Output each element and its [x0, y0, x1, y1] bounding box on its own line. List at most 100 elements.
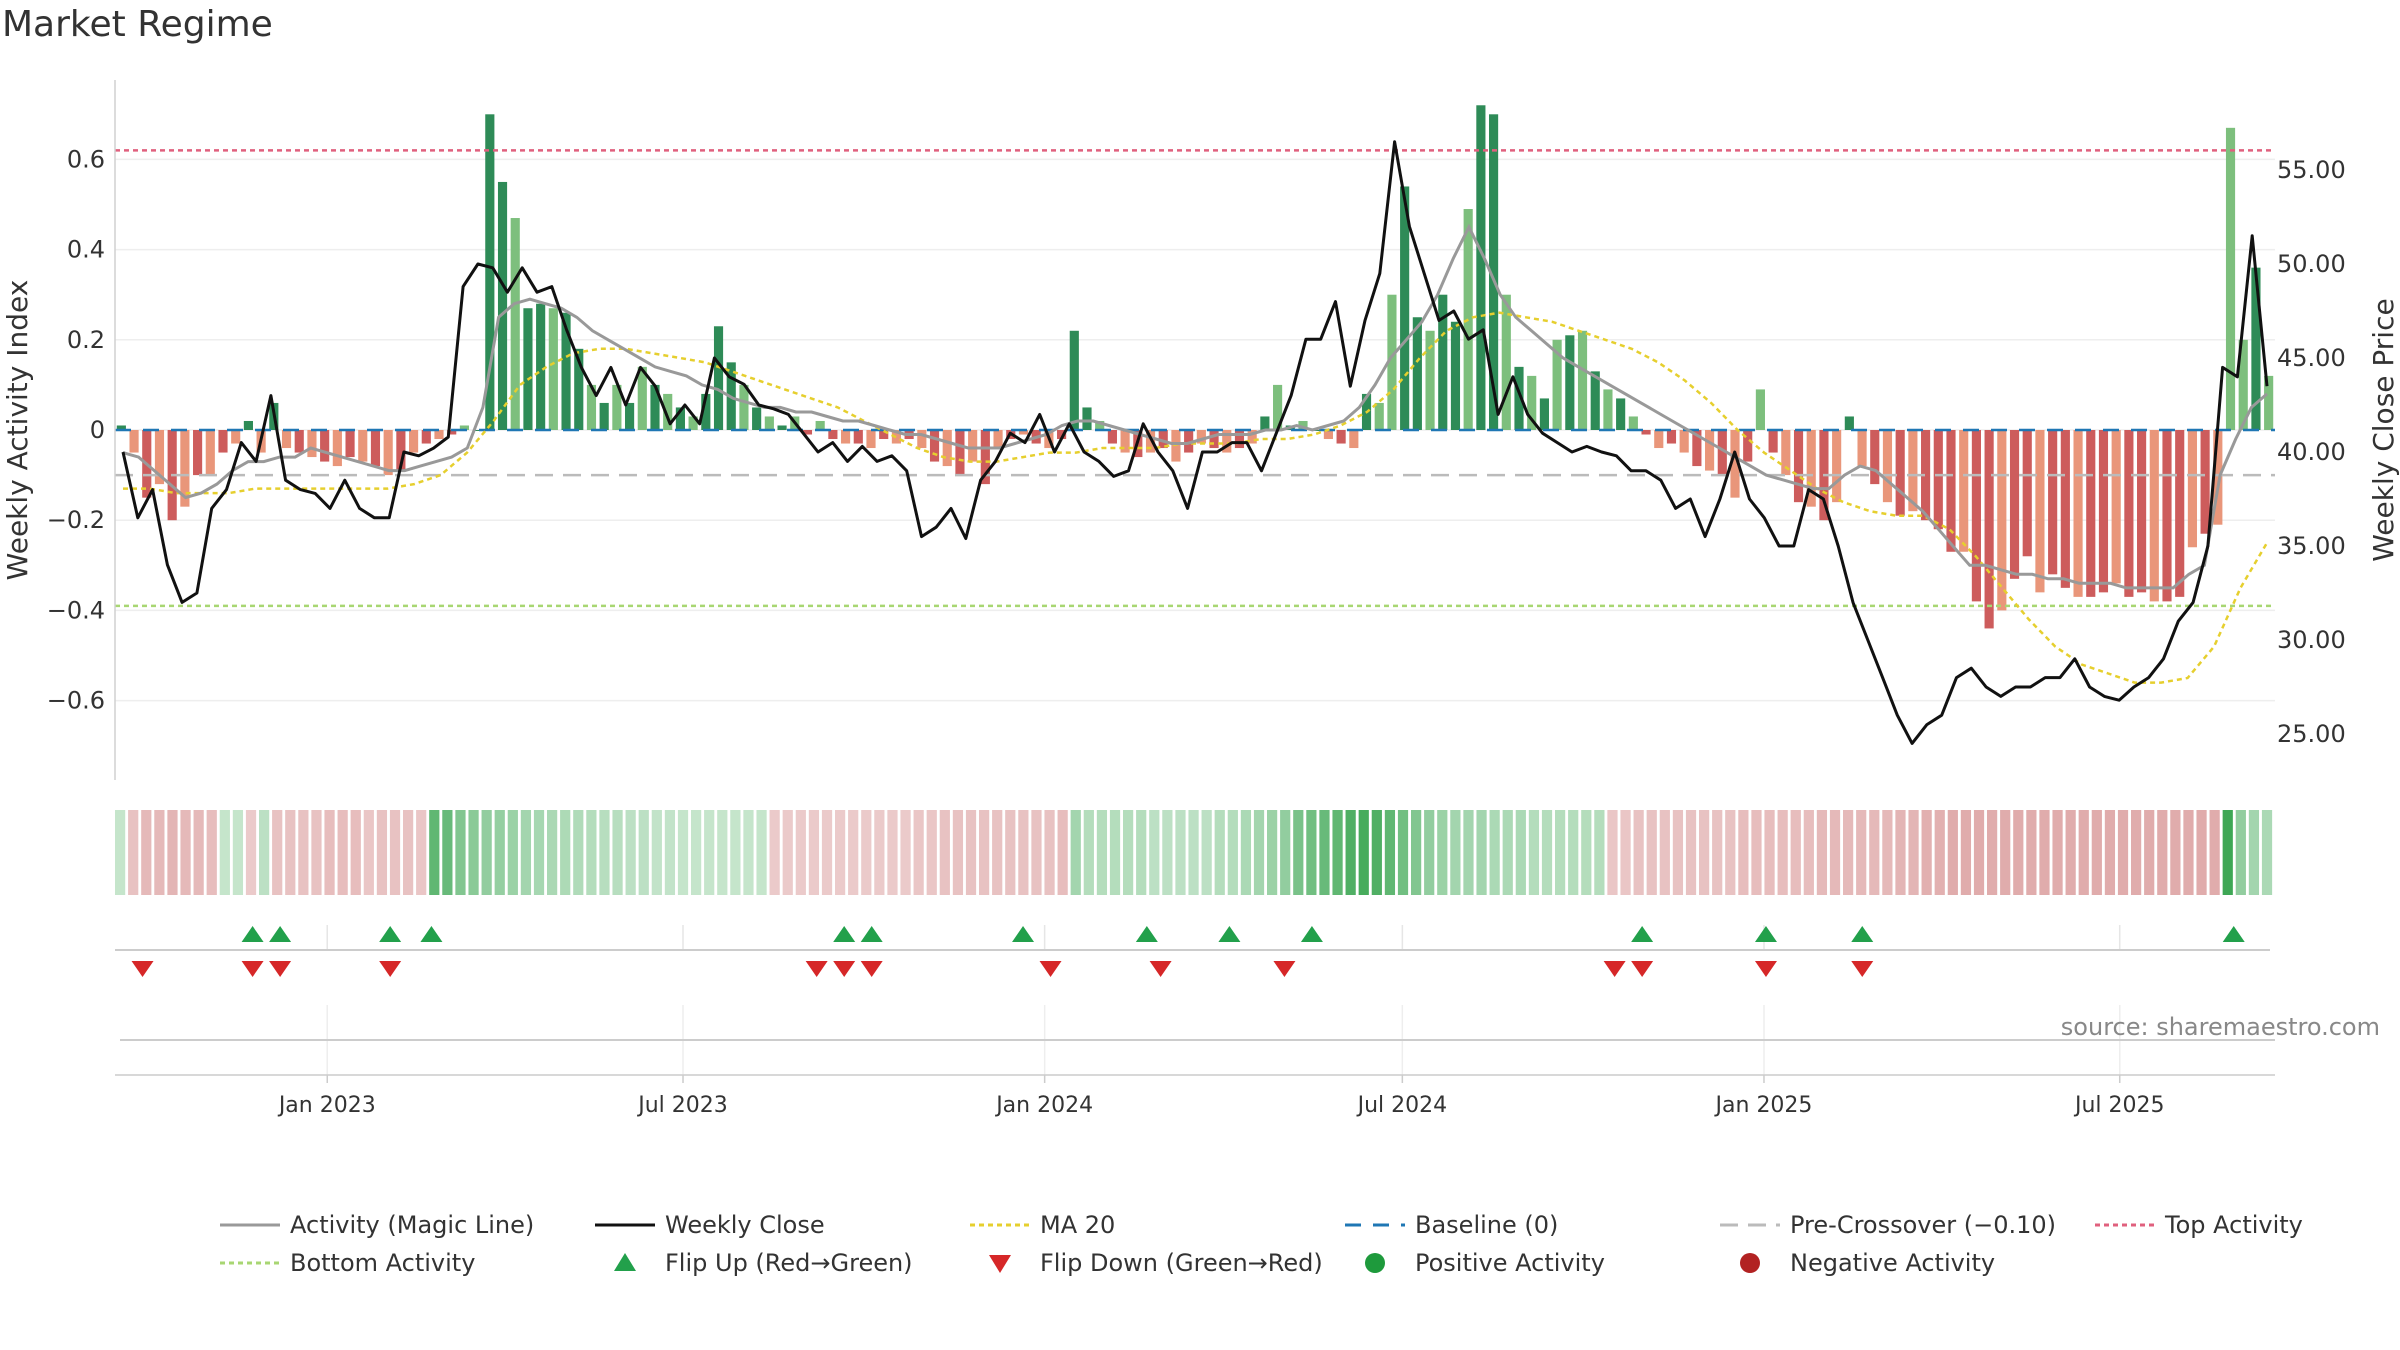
activity-bar	[1222, 430, 1232, 453]
strip-cell	[782, 810, 793, 895]
y2-tick-label: 50.00	[2277, 250, 2346, 278]
activity-bar	[1997, 430, 2007, 611]
strip-cell	[717, 810, 728, 895]
flip-down-marker	[241, 961, 264, 977]
strip-cell	[1450, 810, 1461, 895]
strip-cell	[2078, 810, 2089, 895]
strip-cell	[1397, 810, 1409, 895]
legend-item-top: Top Activity	[2095, 1211, 2303, 1239]
magic-line	[122, 223, 2268, 590]
activity-bar	[497, 181, 508, 430]
strip-cell	[1096, 810, 1108, 895]
flip-up-marker	[420, 926, 443, 942]
activity-bar	[2264, 375, 2274, 430]
strip-cell	[861, 810, 872, 895]
strip-cell	[1633, 810, 1644, 895]
activity-bar	[294, 430, 304, 453]
activity-bar	[1921, 430, 1931, 521]
legend-swatch	[989, 1255, 1011, 1273]
strip-cell	[2235, 810, 2246, 895]
y-axis-title: Weekly Activity Index	[1, 280, 34, 581]
flip-down-marker	[1603, 961, 1626, 977]
activity-bar	[841, 430, 851, 444]
strip-cell	[1123, 810, 1134, 895]
activity-bar	[1666, 430, 1677, 444]
activity-bar	[1425, 330, 1435, 430]
strip-cell	[311, 810, 322, 895]
strip-cell	[180, 810, 191, 895]
activity-bar	[2238, 339, 2248, 430]
strip-cell	[1803, 810, 1814, 895]
activity-bar	[1692, 430, 1702, 467]
activity-bar	[637, 366, 647, 430]
activity-bar	[536, 303, 546, 430]
activity-bar	[663, 393, 673, 430]
strip-cell	[1764, 810, 1775, 895]
flip-down-marker	[269, 961, 292, 977]
legend-label: Negative Activity	[1790, 1249, 1995, 1277]
flip-down-marker	[1851, 961, 1874, 977]
activity-bar	[1234, 430, 1245, 449]
activity-bar	[396, 430, 406, 471]
strip-cell	[1070, 810, 1081, 895]
activity-bar	[1832, 430, 1842, 503]
activity-bar	[1984, 430, 1994, 629]
legend-swatch	[1740, 1253, 1760, 1273]
activity-bar	[205, 430, 215, 476]
strip-cell	[599, 810, 610, 895]
activity-bar	[2213, 430, 2223, 525]
activity-bar	[625, 402, 635, 430]
strip-cell	[1555, 810, 1566, 895]
activity-bar	[713, 326, 724, 430]
activity-bar	[2009, 430, 2020, 579]
strip-cell	[2065, 810, 2076, 895]
strip-cell	[2000, 810, 2011, 895]
activity-bar	[2149, 430, 2159, 602]
strip-cell	[337, 810, 348, 895]
activity-bar	[154, 430, 165, 485]
strip-cell	[1005, 810, 1016, 895]
strip-cell	[219, 810, 230, 895]
flip-down-marker	[1273, 961, 1296, 977]
activity-bar	[739, 384, 749, 430]
legend-swatch	[1365, 1253, 1385, 1273]
legend-label: Flip Up (Red→Green)	[665, 1249, 913, 1277]
activity-bar	[421, 430, 431, 444]
activity-bar	[1273, 384, 1283, 430]
y-tick-label: 0.2	[67, 326, 105, 354]
flip-up-marker	[1012, 926, 1035, 942]
strip-cell	[1267, 810, 1278, 895]
axes: 0.6 0.4 0.2 0 −0.2 −0.4 −0.6 55.00 50.00 45.00 40.…	[1, 80, 2400, 780]
activity-bar	[891, 430, 901, 444]
strip-cell	[1869, 810, 1880, 895]
strip-cell	[1293, 810, 1304, 895]
flip-down-marker	[1039, 961, 1062, 977]
ma20-line	[123, 311, 2269, 684]
activity-bar	[1095, 420, 1105, 430]
activity-bar	[1565, 335, 1575, 430]
activity-bar	[2124, 430, 2134, 597]
activity-bar	[1349, 430, 1359, 449]
strip-cell	[1319, 810, 1330, 895]
strip-cell	[1044, 810, 1055, 895]
x-tick-label: Jan 2023	[277, 1093, 376, 1118]
strip-cell	[533, 810, 545, 895]
activity-bar	[2251, 267, 2261, 430]
strip-cell	[965, 810, 977, 895]
strip-cell	[2117, 810, 2129, 895]
flip-up-marker	[860, 926, 883, 942]
strip-cell	[1136, 810, 1147, 895]
strip-cell	[1018, 810, 1029, 895]
strip-cell	[848, 810, 859, 895]
strip-cell	[1685, 810, 1697, 895]
activity-bar	[1730, 430, 1740, 498]
activity-bar	[129, 430, 139, 453]
activity-bar	[1209, 430, 1219, 449]
strip-cell	[376, 810, 388, 895]
strip-cell	[1751, 810, 1762, 895]
strip-cell	[1672, 810, 1684, 895]
activity-bar	[701, 393, 711, 430]
activity-bar	[802, 430, 813, 435]
strip-cell	[586, 810, 597, 895]
strip-cell	[743, 810, 754, 895]
